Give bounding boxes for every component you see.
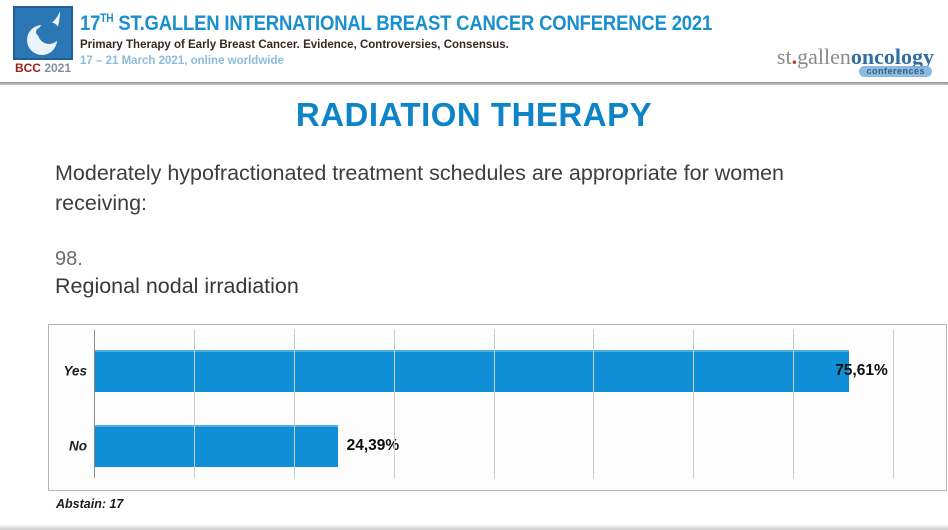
bcc-year: 2021: [44, 61, 72, 75]
bar-row-yes: 75,61%: [94, 350, 943, 392]
chart-plot-area: 75,61% 24,39%: [94, 330, 943, 478]
bar-value-yes: 75,61%: [835, 362, 888, 379]
chart-gridline: [893, 330, 895, 478]
bcc-drop-icon: [13, 6, 73, 60]
chart-category-labels: Yes No: [49, 325, 94, 490]
conference-dates: 17 – 21 March 2021, online worldwide: [80, 55, 284, 67]
bcc-caption: BCC 2021: [10, 61, 76, 75]
chart-gridline: [693, 330, 695, 478]
org-logo-dot: .: [791, 44, 798, 69]
chart-gridline: [193, 330, 195, 478]
category-label-yes: Yes: [63, 363, 87, 379]
bar-no: [94, 425, 338, 467]
question-topic: Regional nodal irradiation: [55, 274, 299, 298]
bar-yes: [94, 350, 850, 392]
chart-gridline: [593, 330, 595, 478]
bar-value-no: 24,39%: [346, 437, 400, 454]
org-logo-oncology: oncology: [850, 44, 934, 69]
header-divider: [0, 82, 948, 85]
conference-title: 17TH ST.GALLEN INTERNATIONAL BREAST CANC…: [80, 12, 712, 36]
question-text: Moderately hypofractionated treatment sc…: [55, 161, 785, 216]
page-title: RADIATION THERAPY: [295, 96, 653, 133]
bottom-video-artifact: [0, 524, 948, 530]
conference-subtitle: Primary Therapy of Early Breast Cancer. …: [80, 39, 509, 51]
bcc-2021-logo: BCC 2021: [10, 6, 76, 75]
category-label-no: No: [69, 438, 87, 454]
conference-title-number: 17: [80, 12, 101, 35]
org-logo-conferences-badge: conferences: [859, 66, 932, 77]
chart-gridline: [393, 330, 395, 478]
question-number: 98.: [55, 248, 83, 270]
chart-gridline: [493, 330, 495, 478]
header-text-block: 17TH ST.GALLEN INTERNATIONAL BREAST CANC…: [80, 12, 798, 67]
chart-gridline: [293, 330, 295, 478]
stgallen-oncology-logo: st.gallenoncology conferences: [776, 44, 934, 77]
chart-gridline: [793, 330, 795, 478]
org-logo-st: st: [776, 44, 792, 69]
bcc-logo-mark: [13, 6, 73, 60]
bar-row-no: 24,39%: [94, 425, 943, 467]
bcc-label: BCC: [14, 61, 41, 75]
conference-title-ordinal: TH: [100, 13, 114, 25]
poll-results-chart: Yes No 75,61% 24,39%: [48, 324, 947, 491]
abstain-note: Abstain: 17: [56, 497, 124, 511]
chart-axis-line: [94, 330, 95, 478]
org-logo-gallen: gallen: [797, 44, 851, 69]
conference-title-text: ST.GALLEN INTERNATIONAL BREAST CANCER CO…: [113, 12, 713, 35]
